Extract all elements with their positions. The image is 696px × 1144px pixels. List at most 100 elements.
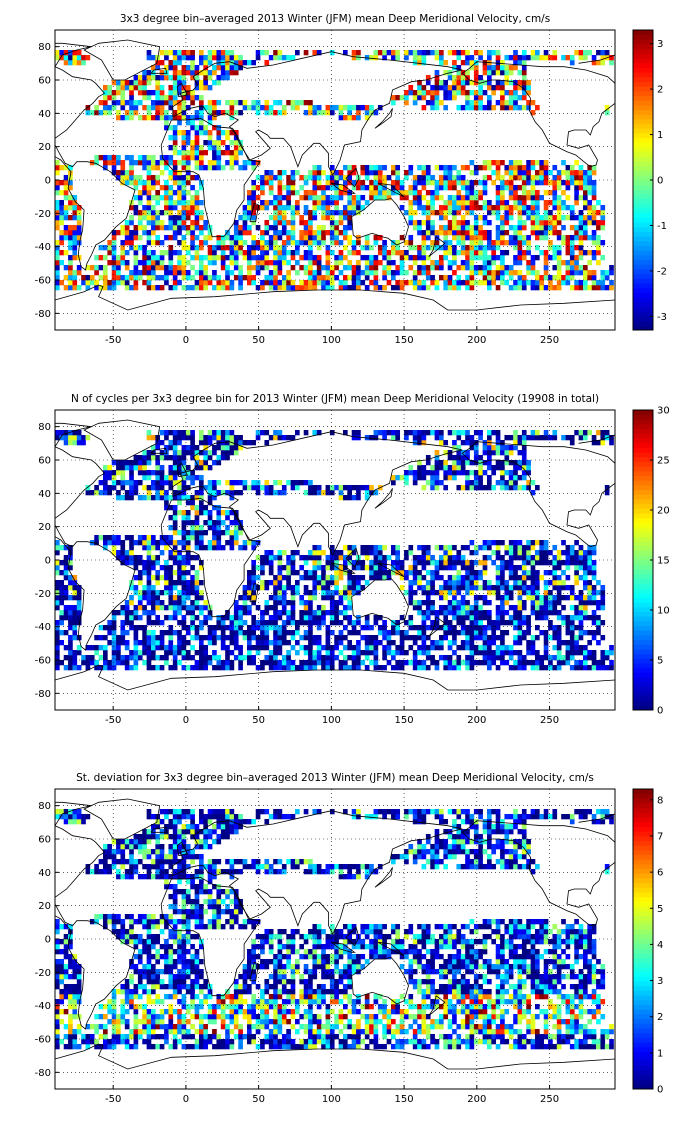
heatmap-cell [212, 145, 217, 150]
heatmap-cell [587, 170, 592, 175]
heatmap-cell [426, 645, 431, 650]
heatmap-cell [129, 620, 134, 625]
heatmap-cell [247, 160, 252, 165]
heatmap-cell [478, 55, 483, 60]
heatmap-cell [339, 260, 344, 265]
heatmap-cell [77, 210, 82, 215]
heatmap-cell [439, 590, 444, 595]
heatmap-cell [203, 635, 208, 640]
heatmap-cell [234, 225, 239, 230]
heatmap-cell [173, 655, 178, 660]
heatmap-cell [334, 265, 339, 270]
heatmap-cell [557, 270, 562, 275]
heatmap-cell [299, 555, 304, 560]
colorbar-tick-label: -3 [657, 312, 667, 323]
heatmap-cell [343, 665, 348, 670]
heatmap-cell [177, 450, 182, 455]
heatmap-cell [561, 275, 566, 280]
heatmap-cell [443, 235, 448, 240]
heatmap-cell [64, 180, 69, 185]
heatmap-cell [339, 280, 344, 285]
colorbar-step [633, 91, 653, 96]
heatmap-cell [365, 115, 370, 120]
heatmap-cell [496, 205, 501, 210]
heatmap-cell [304, 195, 309, 200]
heatmap-cell [417, 585, 422, 590]
heatmap-cell [260, 635, 265, 640]
heatmap-cell [435, 460, 440, 465]
heatmap-cell [596, 235, 601, 240]
heatmap-cell [308, 635, 313, 640]
heatmap-cell [452, 610, 457, 615]
heatmap-cell [64, 55, 69, 60]
heatmap-cell [177, 220, 182, 225]
heatmap-cell [500, 185, 505, 190]
heatmap-cell [190, 610, 195, 615]
heatmap-cell [221, 260, 226, 265]
heatmap-cell [264, 230, 269, 235]
heatmap-cell [212, 110, 217, 115]
heatmap-cell [304, 50, 309, 55]
heatmap-cell [103, 85, 108, 90]
heatmap-cell [138, 225, 143, 230]
heatmap-cell [387, 255, 392, 260]
heatmap-cell [312, 180, 317, 185]
heatmap-cell [312, 575, 317, 580]
heatmap-cell [347, 585, 352, 590]
heatmap-cell [474, 190, 479, 195]
heatmap-cell [400, 560, 405, 565]
heatmap-cell [356, 280, 361, 285]
heatmap-cell [282, 620, 287, 625]
heatmap-cell [273, 110, 278, 115]
heatmap-cell [142, 545, 147, 550]
heatmap-cell [208, 630, 213, 635]
heatmap-cell [116, 270, 121, 275]
heatmap-cell [304, 255, 309, 260]
heatmap-cell [291, 240, 296, 245]
heatmap-cell [465, 560, 470, 565]
heatmap-cell [413, 185, 418, 190]
heatmap-cell [107, 465, 112, 470]
heatmap-cell [286, 585, 291, 590]
heatmap-cell [321, 575, 326, 580]
heatmap-cell [426, 190, 431, 195]
heatmap-cell [129, 285, 134, 290]
heatmap-cell [557, 280, 562, 285]
heatmap-cell [230, 640, 235, 645]
heatmap-cell [142, 265, 147, 270]
heatmap-cell [592, 250, 597, 255]
heatmap-cell [374, 265, 379, 270]
heatmap-cell [299, 665, 304, 670]
heatmap-cell [186, 520, 191, 525]
heatmap-cell [147, 610, 152, 615]
heatmap-cell [509, 70, 514, 75]
heatmap-cell [465, 235, 470, 240]
heatmap-cell [68, 275, 73, 280]
heatmap-cell [317, 645, 322, 650]
heatmap-cell [278, 435, 283, 440]
heatmap-cell [452, 80, 457, 85]
x-tick-label: 150 [395, 335, 414, 346]
heatmap-cell [72, 270, 77, 275]
heatmap-cell [107, 540, 112, 545]
heatmap-cell [352, 655, 357, 660]
heatmap-cell [509, 225, 514, 230]
heatmap-cell [360, 635, 365, 640]
heatmap-cell [295, 650, 300, 655]
heatmap-cell [330, 250, 335, 255]
heatmap-cell [264, 205, 269, 210]
heatmap-cell [216, 240, 221, 245]
heatmap-cell [308, 215, 313, 220]
heatmap-cell [291, 215, 296, 220]
heatmap-cell [243, 630, 248, 635]
heatmap-cell [343, 235, 348, 240]
heatmap-cell [417, 225, 422, 230]
heatmap-cell [513, 90, 518, 95]
heatmap-cell [535, 245, 540, 250]
heatmap-cell [195, 595, 200, 600]
heatmap-cell [269, 650, 274, 655]
heatmap-cell [474, 645, 479, 650]
heatmap-cell [260, 240, 265, 245]
heatmap-cell [103, 105, 108, 110]
heatmap-cell [443, 210, 448, 215]
